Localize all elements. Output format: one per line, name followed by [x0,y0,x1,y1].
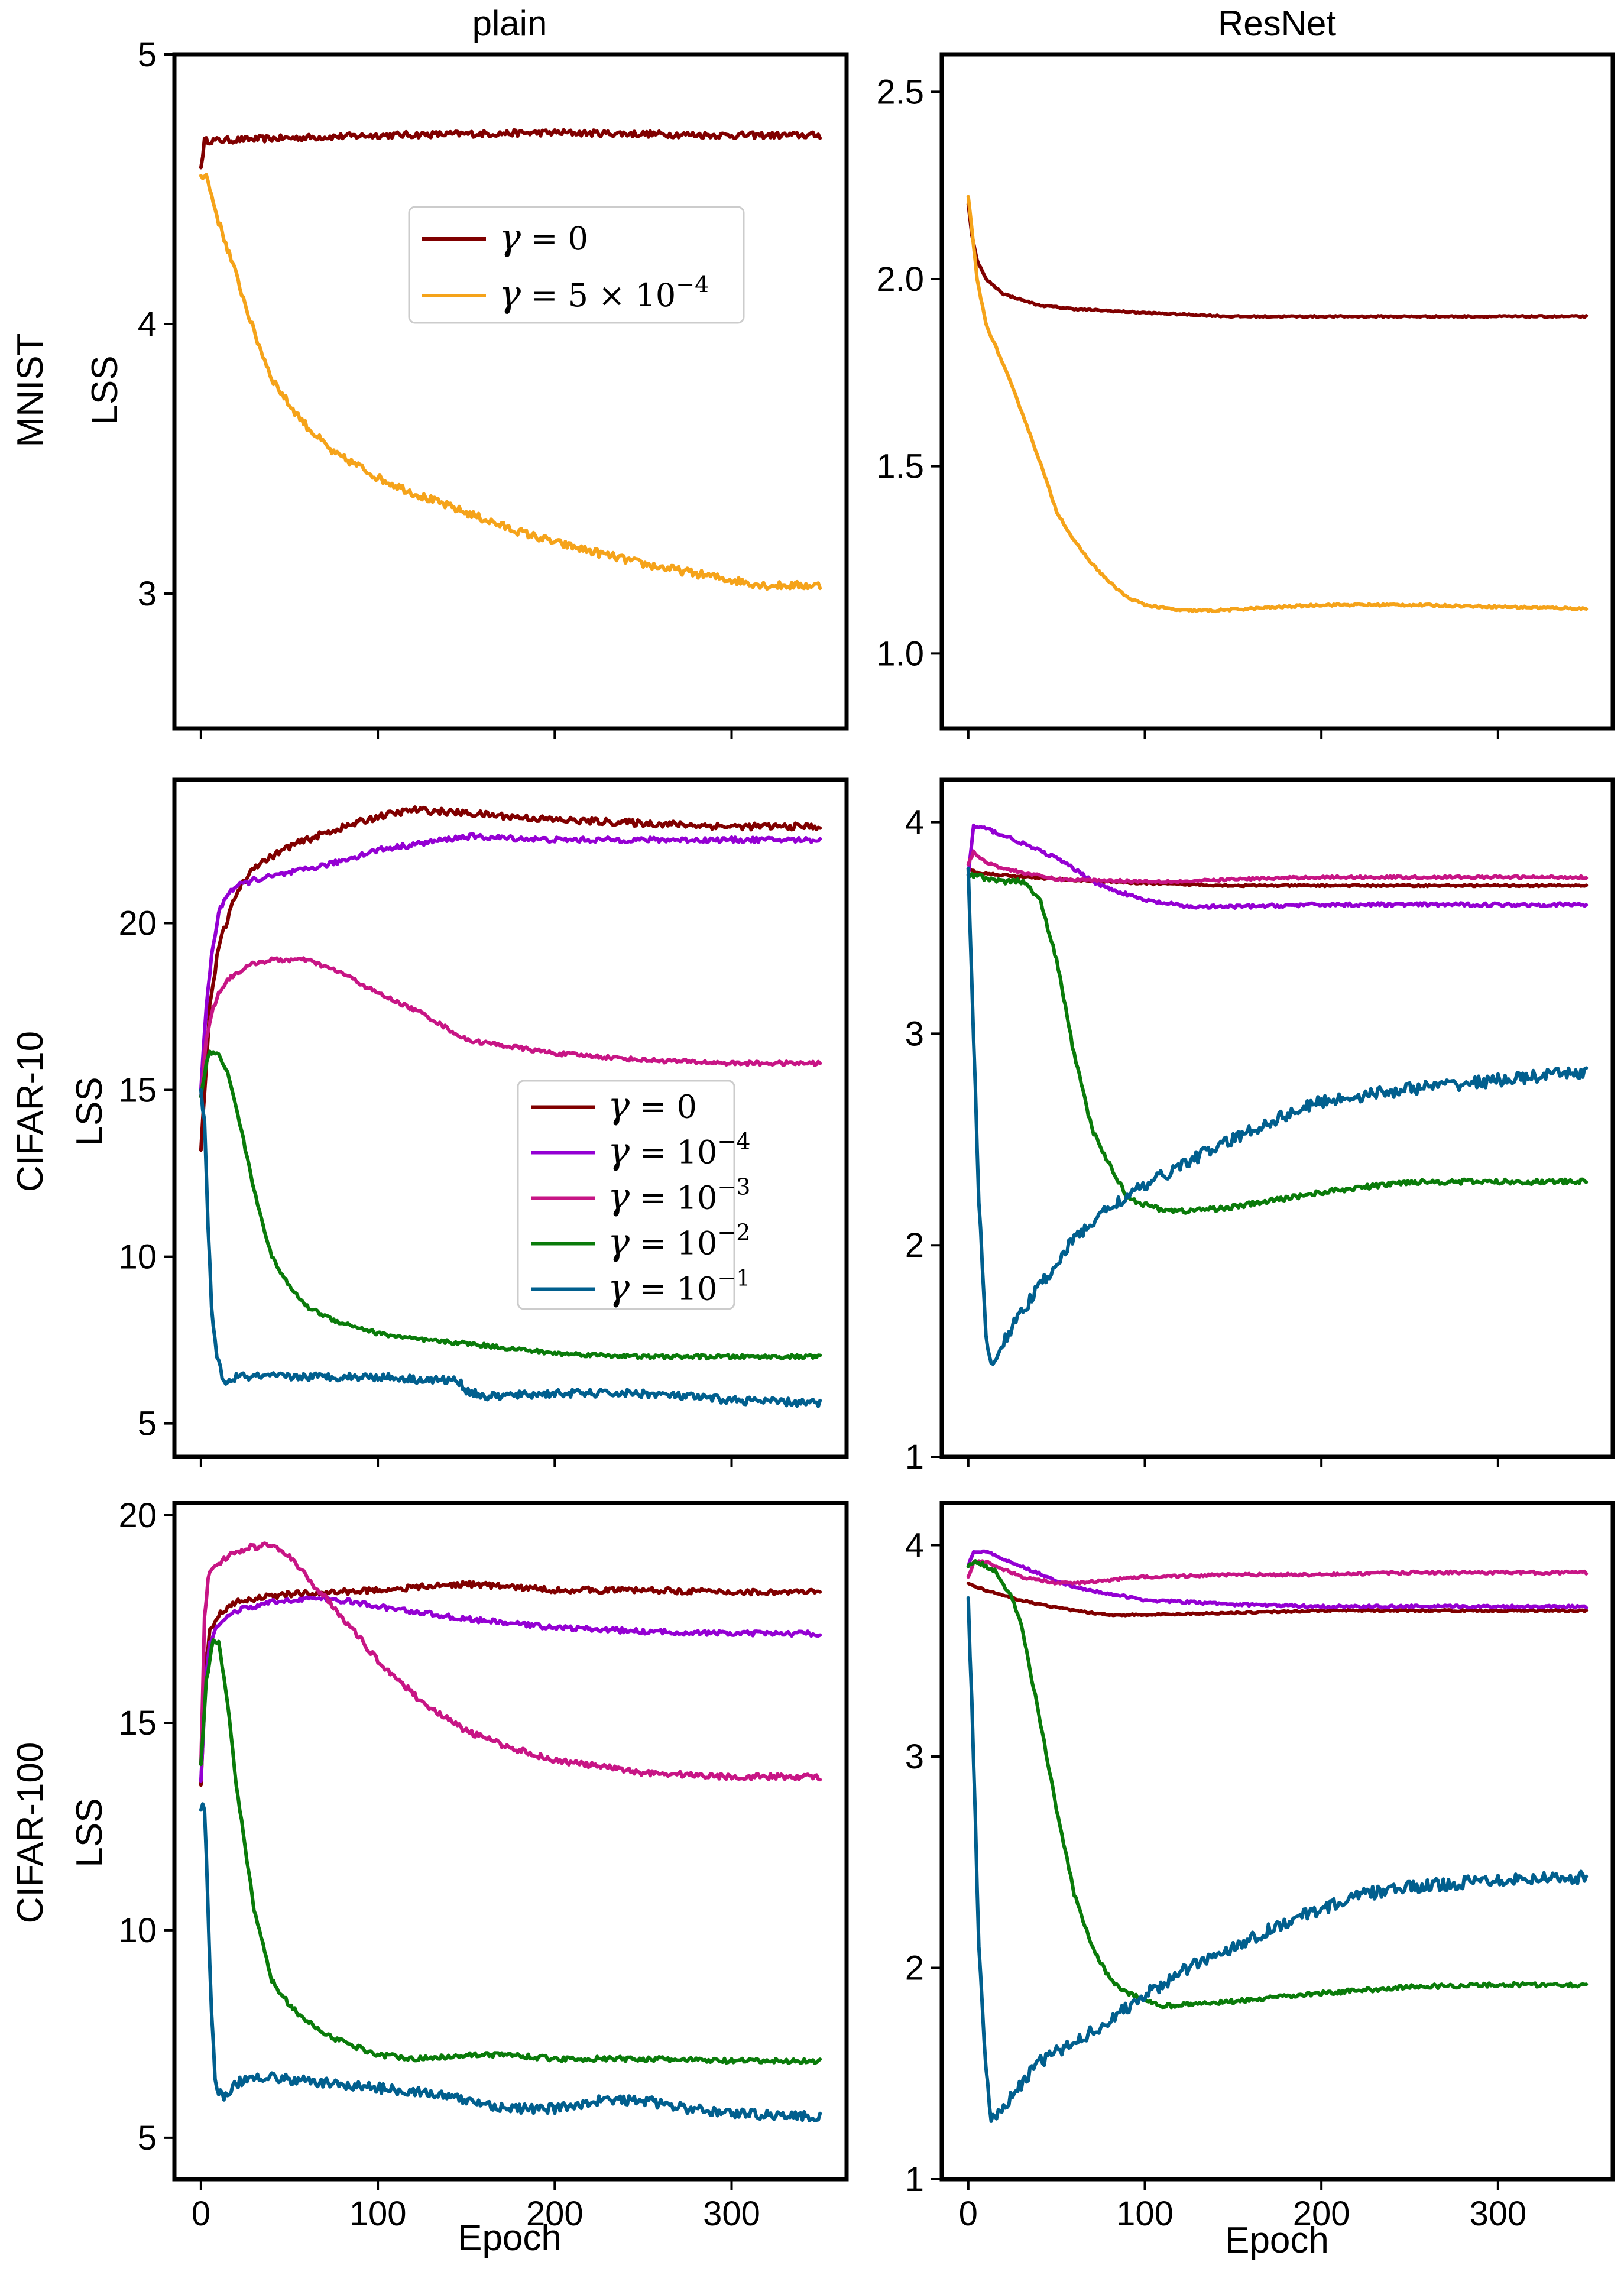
ytick-label: 1.0 [876,634,924,673]
ytick-label: 2.5 [876,73,924,111]
ytick-label: 2.0 [876,260,924,299]
series-line-g0 [199,805,822,1152]
xtick-label: 300 [703,2195,760,2233]
xtick-label: 200 [526,2195,584,2233]
column-title-resnet: ResNet [1218,4,1336,43]
series-line-g1e-3 [199,1541,822,1782]
axes-frame [939,777,1615,1459]
xlabel-plain: Epoch [458,2218,562,2258]
legend-box [408,206,745,324]
series-line-g0 [199,1579,822,1787]
ytick-label: 15 [118,1071,157,1110]
xtick-label: 100 [1116,2195,1174,2233]
ytick-label: 1 [905,1438,924,1476]
ytick-label: 2 [905,1226,924,1265]
axes-frame [939,1501,1615,2182]
ytick-label: 4 [905,803,924,842]
series-line-g1e-3 [966,1559,1589,1586]
series-group [966,195,1589,614]
subplot-mnist-resnet: 1.0 1.5 2.0 2.5 [876,52,1615,739]
legend-entry-g0: γ = 0 [499,215,588,258]
legend: γ = 0γ = 10−4γ = 10−3γ = 10−2γ = 10−1 [517,1080,750,1310]
series-group [199,128,822,591]
ytick-label: 20 [118,905,157,943]
series-group [966,1549,1589,2123]
ytick-label: 1 [905,2160,924,2199]
series-line-g1e-1 [199,1802,822,2122]
legend-entry-g1e-4: γ = 10−4 [608,1129,750,1172]
subplot-cifar100-resnet: 1 2 3 4 0 100 200 300 [905,1501,1615,2233]
xtick-label: 200 [1293,2195,1350,2233]
column-title-plain: plain [472,4,547,43]
subplot-cifar10-plain: 5 10 15 20 γ = 0γ = 10−4γ = 10−3γ = 10−2γ = … [118,777,849,1467]
legend-entry-g0: γ = 0 [608,1084,697,1127]
xtick-label: 100 [349,2195,407,2233]
series-group [966,823,1589,1366]
row-label-cifar100: CIFAR-100 [10,1742,51,1924]
axes-frame [172,1501,849,2182]
subplot-cifar10-resnet: 1 2 3 4 [905,777,1615,1476]
series-line-g1e-4 [199,1595,822,1783]
series-line-g1e-2 [199,1049,822,1361]
series-line-g0 [966,1581,1589,1618]
axes-frame [939,52,1615,731]
ytick-label: 1.5 [876,448,924,486]
ytick-label: 2 [905,1949,924,1988]
ytick-label: 10 [118,1238,157,1276]
series-line-g0 [966,202,1589,319]
subplot-mnist-plain: 3 4 5 γ = 0 γ = 5 × 10−4 [138,35,849,739]
series-group [199,1541,822,2122]
ylabel-cifar100: LSS [69,1798,110,1867]
row-label-cifar10: CIFAR-10 [10,1031,51,1192]
series-line-g5e-4 [966,195,1589,614]
ytick-label: 5 [138,1405,157,1443]
ytick-label: 5 [138,35,157,74]
series-line-g1e-4 [199,832,822,1092]
series-group [199,805,822,1408]
ylabel-mnist: LSS [85,355,125,424]
series-line-g1e-2 [966,1559,1589,2010]
ytick-label: 20 [118,1496,157,1535]
series-line-g0 [199,128,822,170]
ytick-label: 10 [118,1911,157,1950]
ytick-label: 3 [905,1015,924,1053]
legend-box [517,1080,735,1310]
series-line-g1e-3 [199,956,822,1098]
xtick-label: 300 [1469,2195,1526,2233]
legend-entry-g1e-3: γ = 10−3 [608,1174,750,1218]
ytick-label: 3 [905,1738,924,1776]
series-line-g1e-1 [966,867,1589,1366]
legend-entry-g5e-4: γ = 5 × 10−4 [499,271,709,315]
legend-entry-g1e-1: γ = 10−1 [608,1265,750,1309]
ytick-label: 5 [138,2119,157,2157]
ytick-label: 3 [138,575,157,613]
xtick-label: 0 [192,2195,210,2233]
ytick-label: 15 [118,1704,157,1742]
series-line-g5e-4 [199,173,822,591]
series-line-g1e-1 [199,1088,822,1408]
ytick-label: 4 [138,305,157,343]
ylabel-cifar10: LSS [69,1077,110,1146]
xlabel-resnet: Epoch [1225,2220,1329,2261]
xtick-label: 0 [959,2195,978,2233]
legend: γ = 0 γ = 5 × 10−4 [408,206,745,324]
series-line-g1e-4 [966,823,1589,910]
series-line-g1e-1 [966,1596,1589,2123]
ytick-label: 4 [905,1527,924,1565]
series-line-g1e-3 [966,849,1589,884]
row-label-mnist: MNIST [10,333,51,448]
series-line-g1e-2 [199,1638,822,2065]
series-line-g1e-2 [966,871,1589,1215]
axes-frame [172,777,849,1459]
legend-entry-g1e-2: γ = 10−2 [608,1220,750,1263]
axes-frame [172,52,849,731]
series-line-g1e-4 [966,1549,1589,1610]
